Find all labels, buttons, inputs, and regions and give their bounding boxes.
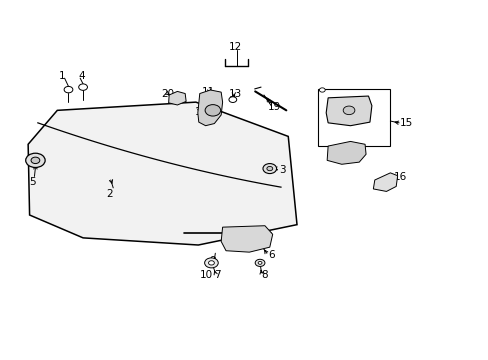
Text: 11: 11 [201, 87, 215, 98]
Text: 20: 20 [161, 89, 174, 99]
Text: 12: 12 [229, 42, 242, 52]
Text: 4: 4 [78, 71, 84, 81]
Circle shape [258, 261, 262, 264]
Circle shape [263, 163, 276, 174]
Circle shape [79, 84, 87, 90]
Circle shape [343, 106, 354, 114]
Circle shape [204, 105, 220, 116]
Text: 16: 16 [393, 172, 407, 182]
Circle shape [266, 166, 272, 171]
Text: 8: 8 [261, 270, 267, 280]
Circle shape [204, 258, 218, 268]
Circle shape [255, 259, 264, 266]
Polygon shape [221, 226, 272, 252]
Text: 19: 19 [267, 102, 281, 112]
Text: 5: 5 [30, 177, 36, 187]
Text: 10: 10 [200, 270, 212, 280]
Circle shape [319, 88, 325, 92]
Polygon shape [28, 102, 296, 245]
Circle shape [26, 153, 45, 167]
Circle shape [208, 261, 214, 265]
Text: 13: 13 [228, 89, 242, 99]
Polygon shape [198, 90, 222, 126]
Text: 6: 6 [267, 250, 274, 260]
Circle shape [228, 97, 236, 103]
Polygon shape [372, 173, 397, 192]
Circle shape [31, 157, 40, 163]
Text: 3: 3 [279, 165, 285, 175]
Polygon shape [325, 96, 371, 126]
Circle shape [64, 86, 73, 93]
Text: 15: 15 [399, 118, 412, 128]
Text: 2: 2 [106, 189, 112, 199]
Text: 7: 7 [214, 270, 221, 280]
Text: 18: 18 [341, 108, 354, 118]
Text: 9: 9 [209, 256, 216, 266]
Bar [318, 89, 389, 146]
Text: 14: 14 [195, 107, 208, 117]
Text: 17: 17 [344, 143, 357, 153]
Polygon shape [326, 141, 366, 164]
Text: 1: 1 [59, 71, 65, 81]
Polygon shape [168, 91, 186, 105]
